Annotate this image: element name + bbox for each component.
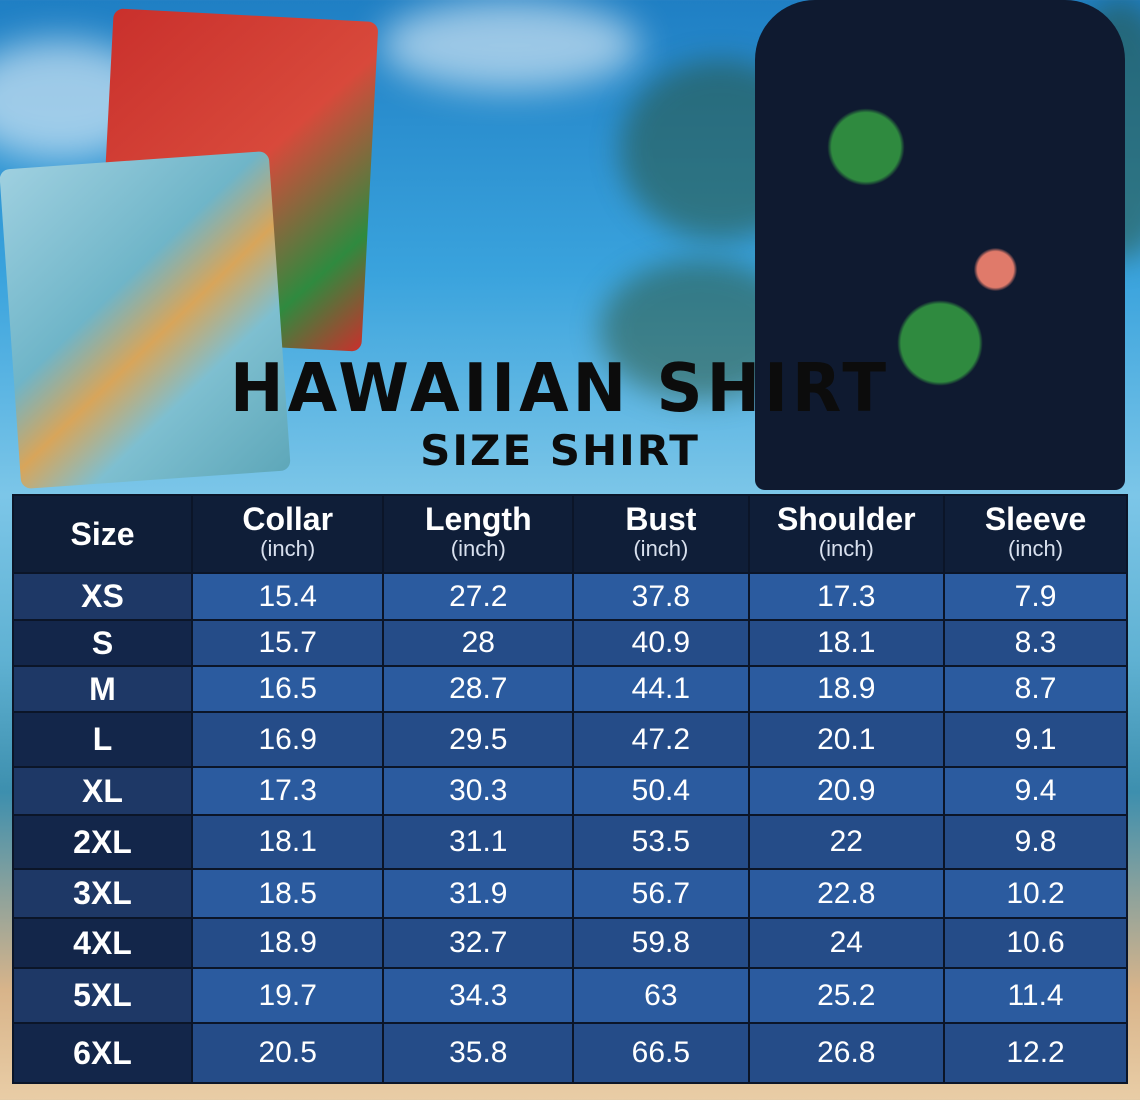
table-row: L 16.9 29.5 47.2 20.1 9.1 (12, 711, 1128, 768)
column-header-bust: Bust (inch) (572, 494, 750, 574)
table-row: 2XL 18.1 31.1 53.5 22 9.8 (12, 814, 1128, 870)
column-header-label: Collar (242, 501, 334, 537)
size-cell: XS (12, 572, 193, 621)
measurement-cell: 15.4 (190, 572, 385, 621)
measurement-cell: 37.8 (572, 572, 750, 621)
measurement-cell: 19.7 (190, 967, 385, 1024)
size-cell: 6XL (12, 1022, 193, 1084)
table-row: S 15.7 28 40.9 18.1 8.3 (12, 619, 1128, 667)
measurement-cell: 26.8 (747, 1022, 946, 1084)
measurement-cell: 8.3 (943, 619, 1128, 667)
measurement-cell: 15.7 (190, 619, 385, 667)
measurement-cell: 8.7 (943, 665, 1128, 713)
measurement-cell: 9.8 (943, 814, 1128, 870)
table-row: 6XL 20.5 35.8 66.5 26.8 12.2 (12, 1022, 1128, 1084)
measurement-cell: 35.8 (382, 1022, 575, 1084)
measurement-cell: 50.4 (572, 766, 750, 816)
measurement-cell: 18.1 (747, 619, 946, 667)
table-row: 3XL 18.5 31.9 56.7 22.8 10.2 (12, 868, 1128, 919)
measurement-cell: 47.2 (572, 711, 750, 768)
page-subtitle: SIZE SHIRT (420, 426, 700, 475)
measurement-cell: 10.2 (943, 868, 1128, 919)
column-header-unit: (inch) (633, 536, 689, 561)
measurement-cell: 20.5 (190, 1022, 385, 1084)
measurement-cell: 16.5 (190, 665, 385, 713)
table-row: XL 17.3 30.3 50.4 20.9 9.4 (12, 766, 1128, 816)
column-header-shoulder: Shoulder (inch) (747, 494, 946, 574)
column-header-collar: Collar (inch) (190, 494, 385, 574)
measurement-cell: 17.3 (747, 572, 946, 621)
column-header-label: Shoulder (776, 501, 916, 537)
measurement-cell: 11.4 (943, 967, 1128, 1024)
measurement-cell: 44.1 (572, 665, 750, 713)
table-row: XS 15.4 27.2 37.8 17.3 7.9 (12, 572, 1128, 621)
column-header-sleeve: Sleeve (inch) (943, 494, 1128, 574)
measurement-cell: 27.2 (382, 572, 575, 621)
column-header-unit: (inch) (260, 536, 316, 561)
measurement-cell: 28.7 (382, 665, 575, 713)
measurement-cell: 31.9 (382, 868, 575, 919)
column-header-size: Size (12, 494, 193, 574)
table-header-row: Size Collar (inch) Length (inch) Bust (inch) Sh… (12, 494, 1128, 574)
size-cell: 4XL (12, 917, 193, 969)
measurement-cell: 20.1 (747, 711, 946, 768)
measurement-cell: 53.5 (572, 814, 750, 870)
column-header-label: Length (424, 501, 532, 537)
column-header-length: Length (inch) (382, 494, 575, 574)
column-header-label: Bust (625, 501, 697, 537)
measurement-cell: 18.9 (190, 917, 385, 969)
size-cell: 5XL (12, 967, 193, 1024)
measurement-cell: 25.2 (747, 967, 946, 1024)
measurement-cell: 22 (747, 814, 946, 870)
measurement-cell: 22.8 (747, 868, 946, 919)
measurement-cell: 28 (382, 619, 575, 667)
page-title: HAWAIIAN SHIRT (230, 350, 890, 428)
size-cell: M (12, 665, 193, 713)
measurement-cell: 34.3 (382, 967, 575, 1024)
table-row: 4XL 18.9 32.7 59.8 24 10.6 (12, 917, 1128, 969)
measurement-cell: 12.2 (943, 1022, 1128, 1084)
measurement-cell: 63 (572, 967, 750, 1024)
measurement-cell: 20.9 (747, 766, 946, 816)
measurement-cell: 66.5 (572, 1022, 750, 1084)
measurement-cell: 24 (747, 917, 946, 969)
measurement-cell: 9.1 (943, 711, 1128, 768)
measurement-cell: 18.1 (190, 814, 385, 870)
column-header-unit: (inch) (450, 536, 506, 561)
measurement-cell: 7.9 (943, 572, 1128, 621)
size-cell: 2XL (12, 814, 193, 870)
measurement-cell: 59.8 (572, 917, 750, 969)
size-cell: 3XL (12, 868, 193, 919)
measurement-cell: 9.4 (943, 766, 1128, 816)
measurement-cell: 31.1 (382, 814, 575, 870)
column-header-label: Size (70, 516, 135, 552)
measurement-cell: 32.7 (382, 917, 575, 969)
model-wearing-flamingo-shirt-image (755, 0, 1125, 490)
size-chart-table: Size Collar (inch) Length (inch) Bust (inch) Sh… (12, 494, 1128, 1084)
column-header-unit: (inch) (818, 536, 874, 561)
measurement-cell: 56.7 (572, 868, 750, 919)
measurement-cell: 18.9 (747, 665, 946, 713)
column-header-unit: (inch) (1008, 536, 1064, 561)
measurement-cell: 30.3 (382, 766, 575, 816)
measurement-cell: 18.5 (190, 868, 385, 919)
size-cell: S (12, 619, 193, 667)
measurement-cell: 29.5 (382, 711, 575, 768)
measurement-cell: 17.3 (190, 766, 385, 816)
table-row: 5XL 19.7 34.3 63 25.2 11.4 (12, 967, 1128, 1024)
size-cell: XL (12, 766, 193, 816)
cloud (380, 0, 640, 90)
size-cell: L (12, 711, 193, 768)
measurement-cell: 16.9 (190, 711, 385, 768)
measurement-cell: 40.9 (572, 619, 750, 667)
table-row: M 16.5 28.7 44.1 18.9 8.7 (12, 665, 1128, 713)
column-header-label: Sleeve (984, 501, 1087, 537)
measurement-cell: 10.6 (943, 917, 1128, 969)
